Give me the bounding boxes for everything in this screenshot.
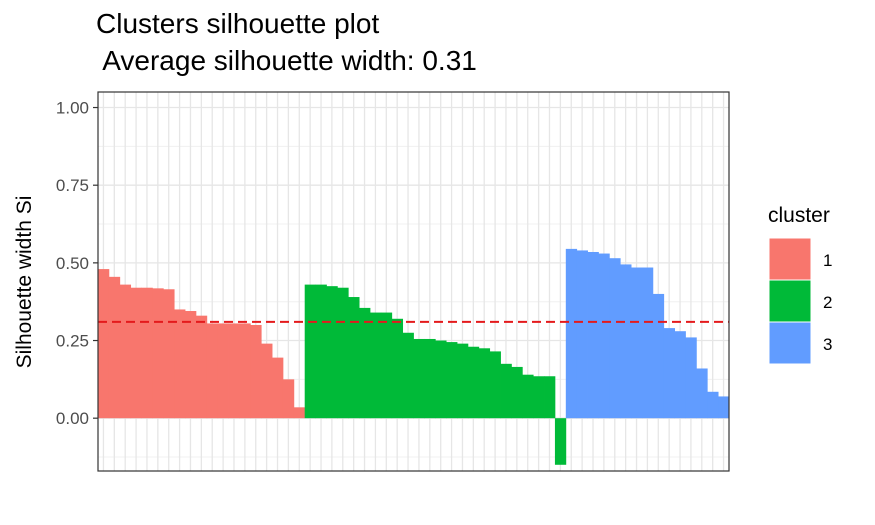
y-axis: 0.00 0.25 0.50 0.75 1.00	[56, 99, 98, 428]
bar-cluster-3	[609, 258, 621, 419]
silhouette-bars	[98, 248, 730, 465]
bar-cluster-2	[489, 351, 501, 419]
bar-cluster-1	[282, 379, 295, 419]
bar-cluster-1	[98, 269, 110, 419]
legend-key-cluster-2	[768, 279, 812, 323]
bar-cluster-1	[152, 288, 164, 419]
bar-cluster-1	[185, 311, 197, 419]
bar-cluster-3	[663, 328, 676, 419]
bar-cluster-1	[228, 323, 240, 419]
bar-cluster-1	[141, 287, 153, 419]
bar-cluster-3	[598, 253, 610, 419]
bar-cluster-3	[652, 293, 665, 419]
bar-cluster-3	[576, 250, 588, 419]
bar-cluster-1	[108, 276, 121, 419]
bar-cluster-1	[130, 287, 142, 419]
y-tick-label: 0.25	[56, 332, 89, 351]
bar-cluster-3	[587, 251, 599, 419]
bar-cluster-2	[500, 363, 512, 419]
bar-cluster-3	[707, 391, 719, 419]
legend-key-cluster-1	[768, 237, 812, 281]
bar-cluster-2	[457, 343, 469, 419]
bar-cluster-2	[413, 338, 425, 419]
bar-cluster-3	[631, 267, 643, 419]
bar-cluster-2	[435, 340, 447, 419]
y-tick-label: 0.50	[56, 254, 89, 273]
bar-cluster-2	[337, 287, 349, 419]
bar-cluster-3	[641, 267, 654, 419]
bar-cluster-2	[402, 332, 414, 419]
bar-cluster-2	[467, 346, 480, 419]
y-axis-title: Silhouette width Si	[13, 196, 36, 369]
bar-cluster-1	[272, 357, 284, 419]
bar-cluster-3	[696, 368, 708, 419]
bar-cluster-2	[478, 348, 491, 419]
bar-cluster-3	[620, 264, 632, 419]
bar-cluster-3	[718, 396, 730, 419]
bar-cluster-2	[359, 307, 371, 419]
bar-cluster-2	[380, 312, 393, 419]
y-tick-label: 0.75	[56, 176, 89, 195]
legend: cluster 1 2 3	[768, 204, 832, 365]
bar-cluster-2	[554, 418, 567, 465]
bar-cluster-3	[674, 331, 686, 419]
bar-cluster-2	[315, 284, 327, 419]
bar-cluster-3	[565, 248, 578, 419]
chart-title: Clusters silhouette plot	[96, 8, 379, 39]
chart-subtitle: Average silhouette width: 0.31	[96, 45, 477, 76]
bar-cluster-1	[174, 309, 186, 419]
bar-cluster-2	[369, 312, 382, 419]
bar-cluster-1	[195, 315, 208, 419]
bar-cluster-1	[206, 323, 219, 419]
bar-cluster-2	[511, 366, 523, 419]
bar-cluster-2	[544, 376, 556, 419]
y-tick-label: 1.00	[56, 99, 89, 118]
panel-border	[97, 91, 730, 472]
legend-label-cluster-2: 2	[823, 293, 832, 312]
bar-cluster-2	[424, 338, 436, 419]
bar-cluster-2	[304, 284, 316, 419]
bar-cluster-1	[163, 289, 175, 419]
legend-key-cluster-3	[768, 321, 812, 365]
bar-cluster-1	[250, 324, 262, 419]
bar-cluster-2	[348, 297, 360, 419]
y-tick-label: 0.00	[56, 409, 89, 428]
bar-cluster-2	[533, 376, 545, 419]
bar-cluster-2	[391, 318, 404, 419]
bar-cluster-2	[522, 374, 534, 419]
bar-cluster-1	[217, 323, 229, 419]
bar-cluster-1	[119, 284, 132, 419]
bar-cluster-3	[685, 337, 697, 419]
bar-cluster-2	[326, 286, 338, 419]
legend-label-cluster-3: 3	[823, 335, 832, 354]
bar-cluster-1	[293, 407, 306, 419]
bar-cluster-1	[261, 343, 273, 419]
bar-cluster-2	[446, 342, 458, 419]
legend-title: cluster	[768, 204, 830, 227]
legend-label-cluster-1: 1	[823, 251, 832, 270]
bar-cluster-1	[239, 323, 251, 419]
